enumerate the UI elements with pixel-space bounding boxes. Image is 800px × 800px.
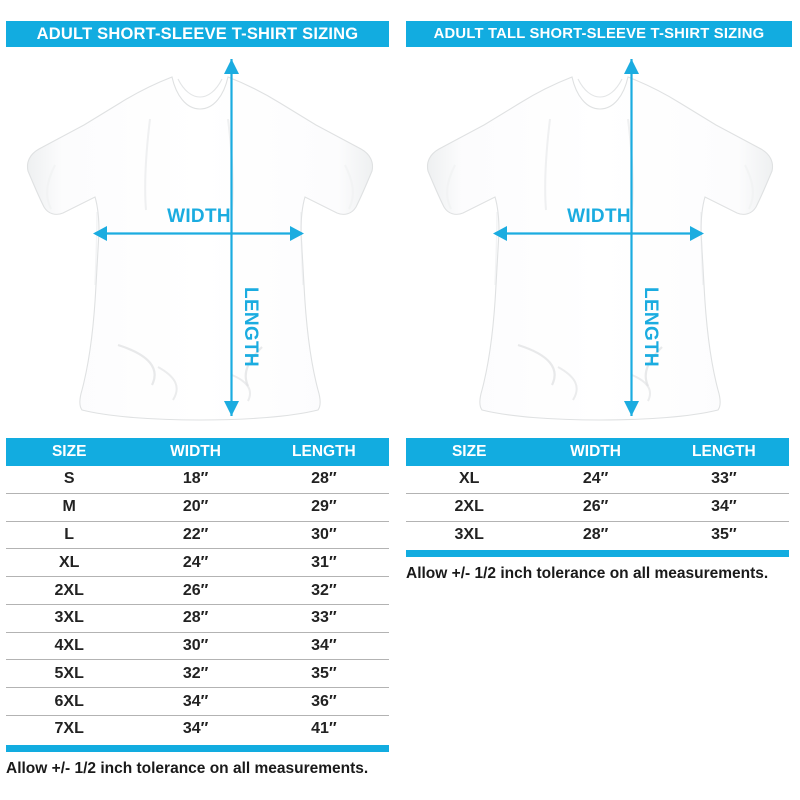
- svg-text:LENGTH: LENGTH: [240, 287, 261, 367]
- svg-text:WIDTH: WIDTH: [167, 206, 231, 227]
- svg-text:WIDTH: WIDTH: [567, 206, 631, 227]
- svg-text:LENGTH: LENGTH: [640, 287, 661, 367]
